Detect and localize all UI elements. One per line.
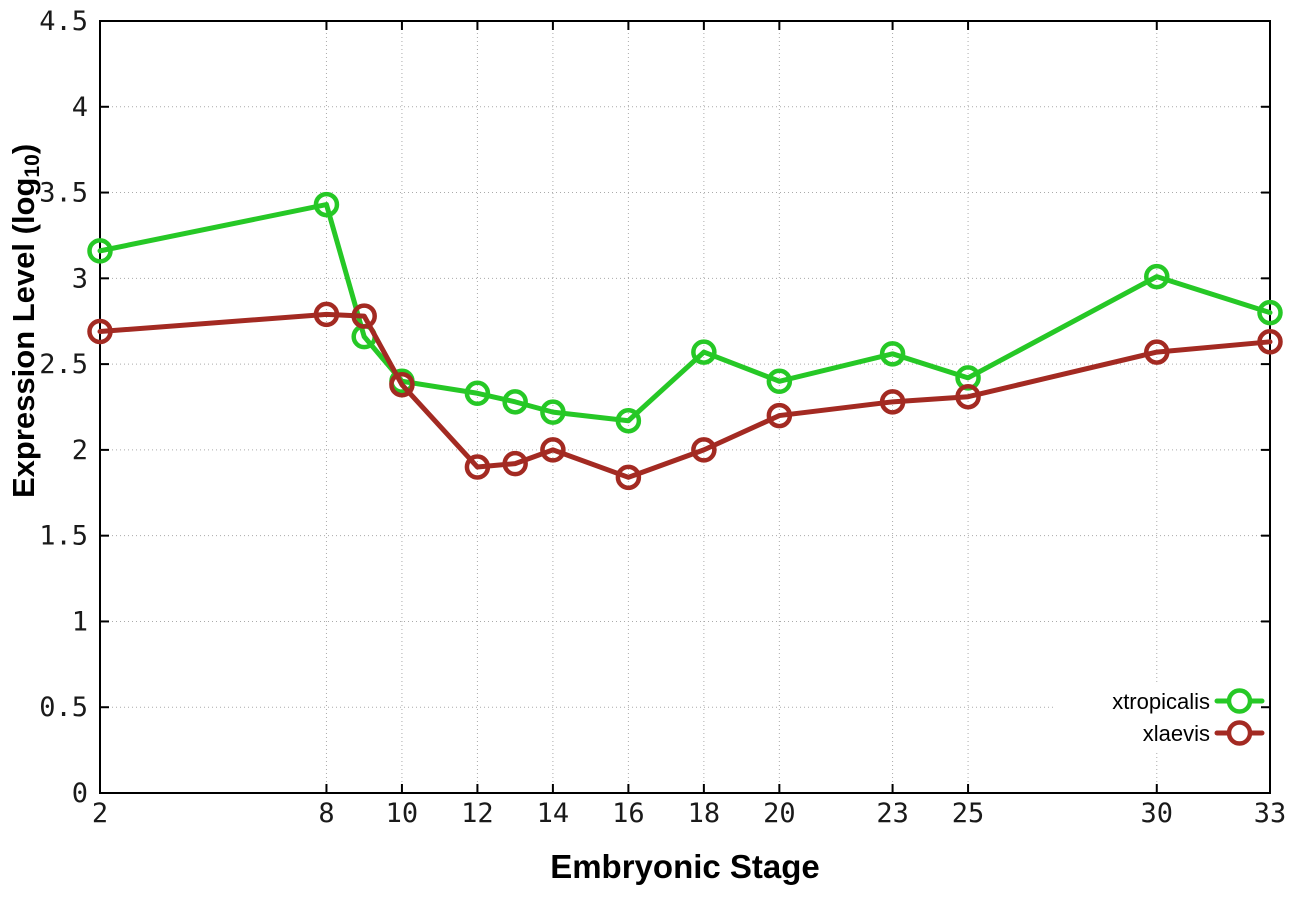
x-tick-label: 2 xyxy=(92,798,108,829)
data-point-xtropicalis xyxy=(879,341,906,367)
y-tick-label: 4 xyxy=(72,92,88,123)
data-point-xlaevis xyxy=(766,402,793,429)
data-point-xlaevis xyxy=(502,450,528,477)
data-point-xtropicalis xyxy=(766,368,793,395)
data-point-xlaevis xyxy=(615,464,642,491)
x-tick-label: 18 xyxy=(688,798,721,829)
x-tick-label: 23 xyxy=(876,798,909,829)
data-point-xtropicalis xyxy=(615,407,642,434)
data-point-xlaevis xyxy=(389,371,415,398)
y-tick-label: 3.5 xyxy=(39,178,88,209)
x-tick-label: 30 xyxy=(1141,798,1174,829)
x-tick-label: 25 xyxy=(952,798,985,829)
data-point-xtropicalis xyxy=(691,339,717,365)
y-axis-title: Expression Level (log10) xyxy=(6,144,45,498)
x-tick-label: 33 xyxy=(1254,798,1287,829)
data-point-xlaevis xyxy=(955,383,981,410)
data-point-xtropicalis xyxy=(540,399,566,425)
data-point-xlaevis xyxy=(540,437,566,463)
grid-layer xyxy=(100,21,1270,793)
x-tick-label: 14 xyxy=(537,798,570,829)
data-point-xlaevis xyxy=(691,437,717,463)
data-point-xtropicalis xyxy=(87,238,113,264)
y-tick-label: 1 xyxy=(72,606,88,637)
data-point-xlaevis xyxy=(1144,339,1170,365)
x-tick-label: 8 xyxy=(318,798,334,829)
series-layer xyxy=(87,191,1283,491)
x-tick-label: 20 xyxy=(763,798,796,829)
legend-label-xlaevis: xlaevis xyxy=(1143,721,1210,746)
legend: xtropicalis xlaevis xyxy=(1056,684,1266,750)
x-tick-label: 16 xyxy=(612,798,645,829)
plot-border xyxy=(99,20,1271,794)
data-point-xlaevis xyxy=(464,454,491,480)
y-tick-label: 2 xyxy=(72,435,88,466)
y-tick-label: 0.5 xyxy=(39,692,88,723)
tick-labels: 2 8 10 12 14 16 18 20 23 25 30 33 0 0.5 1 1.5 2 2.5 3 3.5 4 4… xyxy=(39,6,1286,829)
y-axis-title-close: ) xyxy=(6,143,41,155)
plot-frame xyxy=(99,20,1271,794)
data-point-xlaevis xyxy=(351,303,377,329)
legend-sample-marker-xtropicalis xyxy=(1226,688,1253,714)
series-line-xtropicalis xyxy=(97,202,1273,424)
data-point-xlaevis xyxy=(1257,329,1283,355)
series-line-xlaevis xyxy=(97,311,1273,480)
y-axis-title-subscript: 10 xyxy=(21,154,45,178)
legend-label-xtropicalis: xtropicalis xyxy=(1112,689,1210,714)
y-tick-label: 2.5 xyxy=(39,349,88,380)
data-point-xlaevis xyxy=(313,301,340,328)
data-point-xtropicalis xyxy=(502,389,528,415)
data-point-xtropicalis xyxy=(1257,299,1283,326)
data-point-xtropicalis xyxy=(313,191,340,218)
data-point-xlaevis xyxy=(879,389,906,415)
legend-sample-marker-xlaevis xyxy=(1226,720,1253,746)
y-tick-label: 4.5 xyxy=(39,6,88,37)
data-point-xlaevis xyxy=(87,318,113,345)
data-point-xtropicalis xyxy=(464,380,491,407)
y-tick-label: 1.5 xyxy=(39,521,88,552)
y-tick-label: 3 xyxy=(72,263,88,294)
y-tick-label: 0 xyxy=(72,778,88,809)
x-axis-title: Embryonic Stage xyxy=(550,848,820,885)
x-tick-label: 12 xyxy=(461,798,494,829)
data-point-xtropicalis xyxy=(1144,263,1170,290)
x-tick-label: 10 xyxy=(386,798,419,829)
y-axis-title-text: Expression Level (log xyxy=(6,177,41,498)
